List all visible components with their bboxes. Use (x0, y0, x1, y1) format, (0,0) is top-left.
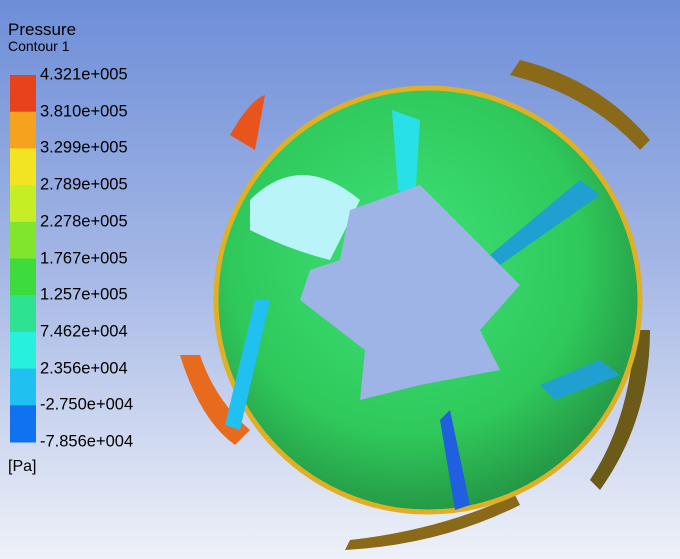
scale-segment (10, 405, 36, 443)
scale-segment (10, 148, 36, 186)
scale-label: 3.810e+005 (40, 102, 128, 121)
scale-segment (10, 258, 36, 296)
scale-segment (10, 221, 36, 259)
scale-label: 2.356e+004 (40, 359, 128, 378)
scale-label: 3.299e+005 (40, 138, 128, 157)
scale-segment (10, 185, 36, 223)
legend-title: Pressure (8, 20, 77, 39)
scale-label: -2.750e+004 (40, 395, 134, 414)
scale-label: 2.278e+005 (40, 212, 128, 231)
scale-label: 1.767e+005 (40, 249, 128, 267)
scale-label: -7.856e+004 (40, 432, 134, 451)
scale-label: 4.321e+005 (40, 65, 128, 84)
legend-subtitle: Contour 1 (8, 38, 70, 54)
legend-unit: [Pa] (8, 458, 37, 475)
scale-label: 7.462e+004 (40, 322, 128, 341)
impeller (180, 60, 650, 550)
scale-segment (10, 331, 36, 370)
scale-segment (10, 368, 36, 406)
hub-opening (300, 185, 520, 400)
scale-label: 2.789e+005 (40, 175, 128, 194)
scale-segment (10, 111, 36, 149)
scale-segment (10, 295, 36, 333)
scale-segment (10, 75, 36, 113)
scale-label: 1.257e+005 (40, 285, 128, 304)
color-scale (10, 75, 36, 443)
